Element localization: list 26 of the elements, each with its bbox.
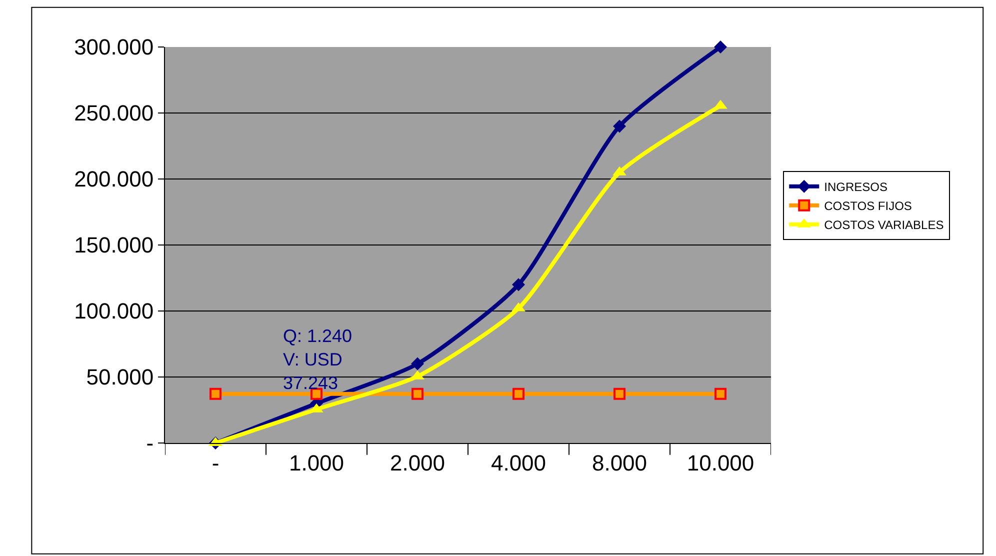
y-tick-label: 100.000 <box>74 298 154 324</box>
legend-label: COSTOS VARIABLES <box>824 218 944 232</box>
x-tick-label: 2.000 <box>390 450 446 476</box>
x-tick-label: - <box>212 450 220 476</box>
annotation: Q: 1.240 V: USD 37.243 <box>283 326 352 393</box>
point <box>714 40 727 54</box>
y-tick-label: 300.000 <box>74 34 154 60</box>
y-tick-label: 250.000 <box>74 100 154 126</box>
point <box>613 120 626 133</box>
y-tick-label: 200.000 <box>74 166 154 192</box>
y-tick-label: 150.000 <box>74 232 154 258</box>
x-tick-label: 10.000 <box>686 450 754 476</box>
point <box>411 357 424 370</box>
y-tick-label: - <box>146 430 154 456</box>
legend-label: COSTOS FIJOS <box>824 199 912 214</box>
point <box>714 388 726 400</box>
point <box>412 388 424 400</box>
point <box>512 388 524 400</box>
x-tick-label: 4.000 <box>490 450 546 476</box>
y-tick-label: 50.000 <box>86 364 154 390</box>
point <box>512 278 525 292</box>
x-tick-label: 1.000 <box>288 450 344 476</box>
point <box>210 388 222 400</box>
legend-label: INGRESOS <box>824 180 888 194</box>
point <box>614 388 626 400</box>
x-tick-label: 8.000 <box>592 450 648 476</box>
